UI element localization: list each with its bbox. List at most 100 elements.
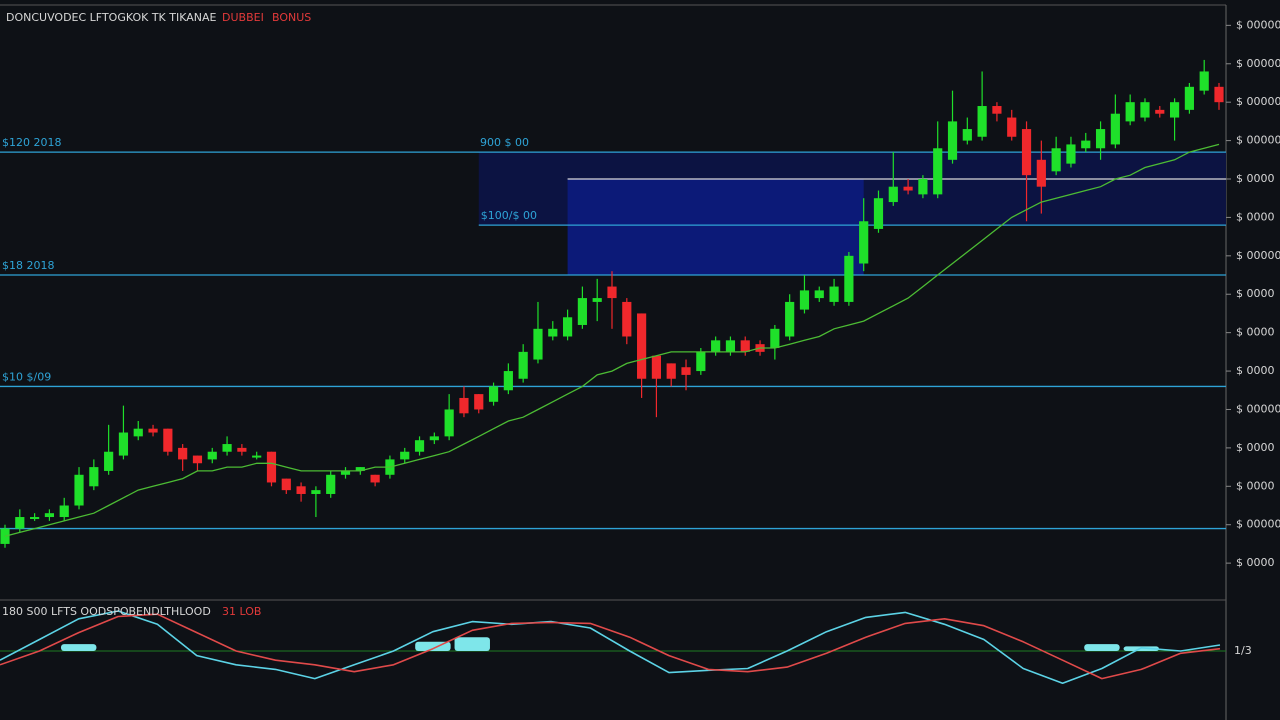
candle-body (577, 298, 587, 325)
candle-body (459, 397, 469, 414)
candle-body (1081, 140, 1091, 149)
candle-body (488, 386, 499, 402)
candle-body (1021, 129, 1032, 176)
candle-body (859, 221, 869, 264)
level-label: $120 2018 (2, 136, 62, 149)
oscillator-title: 180 S00 LFTS OODSPOBENDLTHLOOD (2, 605, 211, 618)
candle-body (1125, 102, 1135, 122)
candle-body (400, 451, 410, 460)
candle-body (829, 286, 839, 302)
level-label: $100/$ 00 (481, 209, 537, 222)
candle-body (1066, 144, 1076, 164)
candle-body (1036, 159, 1046, 187)
candle-body (711, 340, 721, 352)
candle-body (474, 394, 484, 410)
y-tick-label: $ 0000 (1236, 210, 1275, 223)
candle-body (266, 451, 277, 483)
y-tick-label: $ 00000 (1236, 57, 1280, 70)
candle-body (770, 328, 780, 349)
y-tick-label: $ 00000 (1236, 18, 1280, 31)
candle-body (903, 186, 913, 191)
level-tag: 900 $ 00 (480, 136, 529, 149)
candle-body (844, 255, 854, 302)
candle-body (355, 467, 365, 471)
y-tick-label: $ 00000 (1236, 134, 1280, 147)
title-tag: BONUS (272, 11, 311, 24)
candle-body (252, 455, 262, 458)
y-tick-label: 1/3 (1234, 644, 1252, 657)
candle-body (237, 447, 247, 452)
candle-body (933, 148, 943, 195)
candle-body (44, 513, 55, 518)
candle-body (947, 121, 958, 160)
y-tick-label: $ 0000 (1236, 326, 1275, 339)
y-tick-label: $ 00000 (1236, 95, 1280, 108)
candle-body (592, 298, 602, 302)
candle-body (1051, 148, 1061, 172)
candle-body (1184, 86, 1194, 110)
candle-body (192, 455, 203, 464)
candle-body (429, 436, 439, 441)
histogram-bar (454, 637, 490, 651)
candle-body (1110, 113, 1120, 145)
candle-body (696, 351, 706, 372)
candle-body (992, 106, 1002, 114)
candle-body (622, 301, 632, 337)
candle-body (1214, 86, 1224, 103)
candle-body (148, 428, 158, 433)
candle-body (1007, 117, 1017, 137)
level-label: $10 $/09 (2, 370, 51, 383)
candle-body (340, 470, 351, 475)
candle-body (207, 451, 217, 460)
candle-body (1155, 109, 1165, 114)
oscillator-line (0, 613, 1221, 680)
candle-body (666, 363, 676, 379)
candle-body (651, 355, 662, 379)
candle-body (89, 467, 99, 487)
chart-title: DONCUVODEC LFTOGKOK TK TIKANAE (6, 11, 217, 24)
moving-average (4, 143, 1220, 537)
candle-body (444, 409, 454, 437)
candle-body (163, 428, 173, 452)
candle-body (296, 486, 306, 494)
histogram-bar (61, 644, 97, 651)
candle-body (178, 447, 188, 460)
candle-body (326, 474, 336, 494)
candle-body (548, 328, 558, 337)
candle-body (1199, 71, 1209, 91)
candle-body (503, 371, 513, 391)
oscillator-tag: 31 LOB (222, 605, 261, 618)
candle-body (888, 186, 898, 203)
title-tag: DUBBEI (222, 11, 264, 24)
candle-body (0, 528, 10, 544)
price-zone (567, 179, 864, 276)
candle-body (222, 444, 232, 452)
y-tick-label: $ 0000 (1236, 556, 1275, 569)
candle-body (607, 286, 617, 299)
y-tick-label: $ 00000 (1236, 402, 1280, 415)
candle-body (1140, 102, 1150, 118)
y-tick-label: $ 0000 (1236, 479, 1275, 492)
level-label: $18 2018 (2, 259, 55, 272)
candle-body (637, 313, 647, 379)
candle-body (962, 129, 972, 141)
candle-body (562, 317, 573, 337)
candle-body (281, 478, 291, 491)
candle-body (1169, 102, 1180, 118)
candle-body (977, 106, 987, 137)
candle-body (311, 490, 321, 494)
candle-body (74, 474, 84, 506)
candle-body (118, 432, 129, 456)
y-tick-label: $ 00000 (1236, 249, 1280, 262)
y-tick-label: $ 0000 (1236, 364, 1275, 377)
candle-body (814, 290, 824, 299)
candle-body (681, 367, 691, 375)
candle-body (918, 179, 928, 195)
histogram-bar (1084, 644, 1120, 651)
candle-body (15, 517, 25, 529)
y-tick-label: $ 0000 (1236, 287, 1275, 300)
candle-body (518, 351, 528, 379)
candle-body (133, 428, 143, 437)
